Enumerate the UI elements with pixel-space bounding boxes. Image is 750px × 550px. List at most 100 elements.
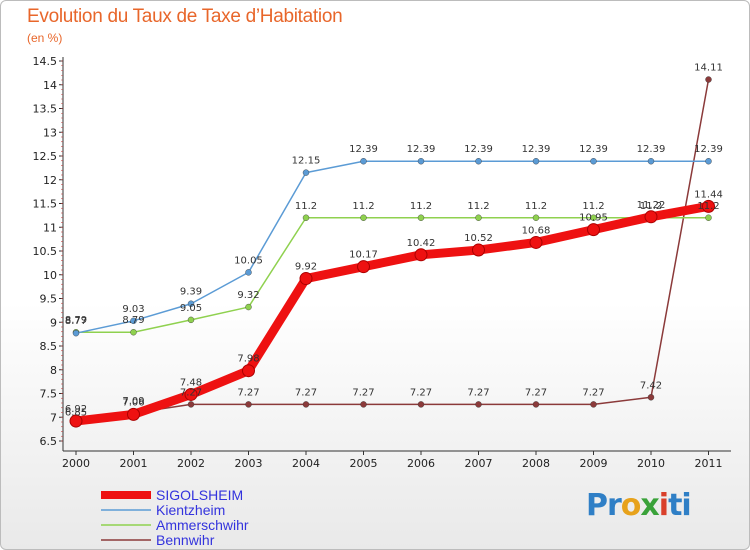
y-tick-label: 9 [50, 316, 57, 329]
y-tick-label: 11 [43, 221, 57, 234]
data-label: 11.2 [697, 201, 719, 212]
data-label: 12.15 [292, 156, 321, 167]
data-point [414, 248, 428, 262]
data-point [357, 260, 370, 274]
x-tick-label: 2011 [695, 457, 723, 470]
logo-letter: P [586, 488, 608, 523]
data-label: 11.2 [352, 201, 374, 212]
y-tick-label: 7.5 [40, 388, 58, 401]
y-tick-label: 8 [50, 364, 57, 377]
data-point [245, 401, 252, 408]
logo-letter: x [640, 488, 659, 523]
data-point [590, 214, 597, 221]
data-label: 7.27 [352, 387, 374, 398]
data-point [69, 414, 83, 428]
proxiti-logo: Proxiti [586, 488, 692, 523]
data-point [590, 158, 597, 165]
data-point [417, 214, 425, 221]
x-tick-label: 2001 [120, 457, 148, 470]
logo-letter: ti [668, 488, 692, 523]
data-label: 9.05 [180, 303, 202, 314]
data-label: 12.39 [407, 144, 436, 155]
legend-label: Bennwihr [156, 532, 215, 548]
data-label: 7.27 [410, 387, 432, 398]
data-label: 9.03 [122, 304, 144, 315]
x-tick-label: 2004 [292, 457, 320, 470]
x-tick-label: 2008 [522, 457, 550, 470]
data-point [475, 401, 482, 408]
y-tick-label: 6.5 [40, 435, 58, 448]
data-label: 11.2 [640, 201, 662, 212]
data-label: 11.22 [637, 200, 666, 211]
logo-letter: r [607, 488, 622, 523]
data-point [647, 158, 655, 165]
data-label: 11.44 [694, 189, 723, 200]
data-point [130, 317, 137, 325]
legend-label: SIGOLSHEIM [156, 487, 243, 503]
data-point [184, 387, 198, 401]
y-tick-label: 14 [43, 79, 57, 92]
data-label: 7.27 [525, 387, 547, 398]
data-label: 9.39 [180, 287, 202, 298]
data-point [532, 214, 540, 221]
x-tick-label: 2010 [637, 457, 665, 470]
data-label: 12.39 [637, 144, 666, 155]
data-label: 7.48 [180, 377, 202, 388]
x-tick-label: 2003 [235, 457, 263, 470]
data-label: 9.32 [237, 290, 259, 301]
y-tick-label: 9.5 [40, 293, 58, 306]
data-point [475, 214, 482, 221]
data-label: 7.42 [640, 380, 662, 391]
data-label: 10.42 [407, 238, 436, 249]
data-label: 11.2 [582, 201, 604, 212]
data-label: 7.98 [237, 354, 259, 365]
data-label: 10.95 [579, 213, 608, 224]
data-label: 12.39 [694, 144, 723, 155]
y-tick-label: 13 [43, 126, 57, 139]
data-point [647, 394, 655, 401]
data-point [532, 158, 540, 165]
data-point [245, 269, 252, 276]
data-label: 11.2 [525, 201, 547, 212]
x-tick-label: 2000 [62, 457, 90, 470]
data-point [705, 76, 712, 83]
x-tick-label: 2009 [580, 457, 608, 470]
data-point [187, 316, 195, 324]
data-point [417, 158, 425, 165]
data-label: 10.17 [349, 250, 378, 261]
chart-subtitle: (en %) [27, 31, 63, 45]
data-label: 8.77 [65, 316, 87, 327]
data-point [302, 214, 310, 221]
data-point [127, 407, 140, 421]
data-point [702, 199, 715, 213]
x-tick-label: 2007 [465, 457, 493, 470]
y-tick-label: 12.5 [33, 150, 58, 163]
x-tick-label: 2005 [350, 457, 378, 470]
data-label: 7.09 [122, 396, 144, 407]
data-label: 12.39 [579, 144, 608, 155]
y-tick-label: 14.5 [33, 55, 58, 68]
data-point [705, 158, 712, 165]
data-point [360, 158, 367, 165]
data-label: 12.39 [464, 144, 493, 155]
y-tick-label: 10 [43, 269, 57, 282]
data-point [532, 401, 540, 408]
data-point [475, 158, 482, 165]
data-point [417, 401, 425, 408]
data-point [130, 329, 137, 336]
data-label: 7.27 [582, 387, 604, 398]
data-label: 7.27 [237, 387, 259, 398]
logo-letter: o [620, 488, 642, 523]
data-point [590, 401, 597, 408]
data-label: 8.79 [122, 315, 144, 326]
data-point [529, 235, 543, 249]
data-label: 14.11 [694, 63, 723, 74]
data-point [242, 364, 255, 378]
data-point [302, 401, 310, 408]
data-label: 7.06 [122, 397, 144, 408]
data-label: 10.68 [522, 225, 551, 236]
data-point [187, 300, 195, 307]
legend-label: Kientzheim [156, 502, 225, 518]
data-label: 8.79 [65, 315, 87, 326]
